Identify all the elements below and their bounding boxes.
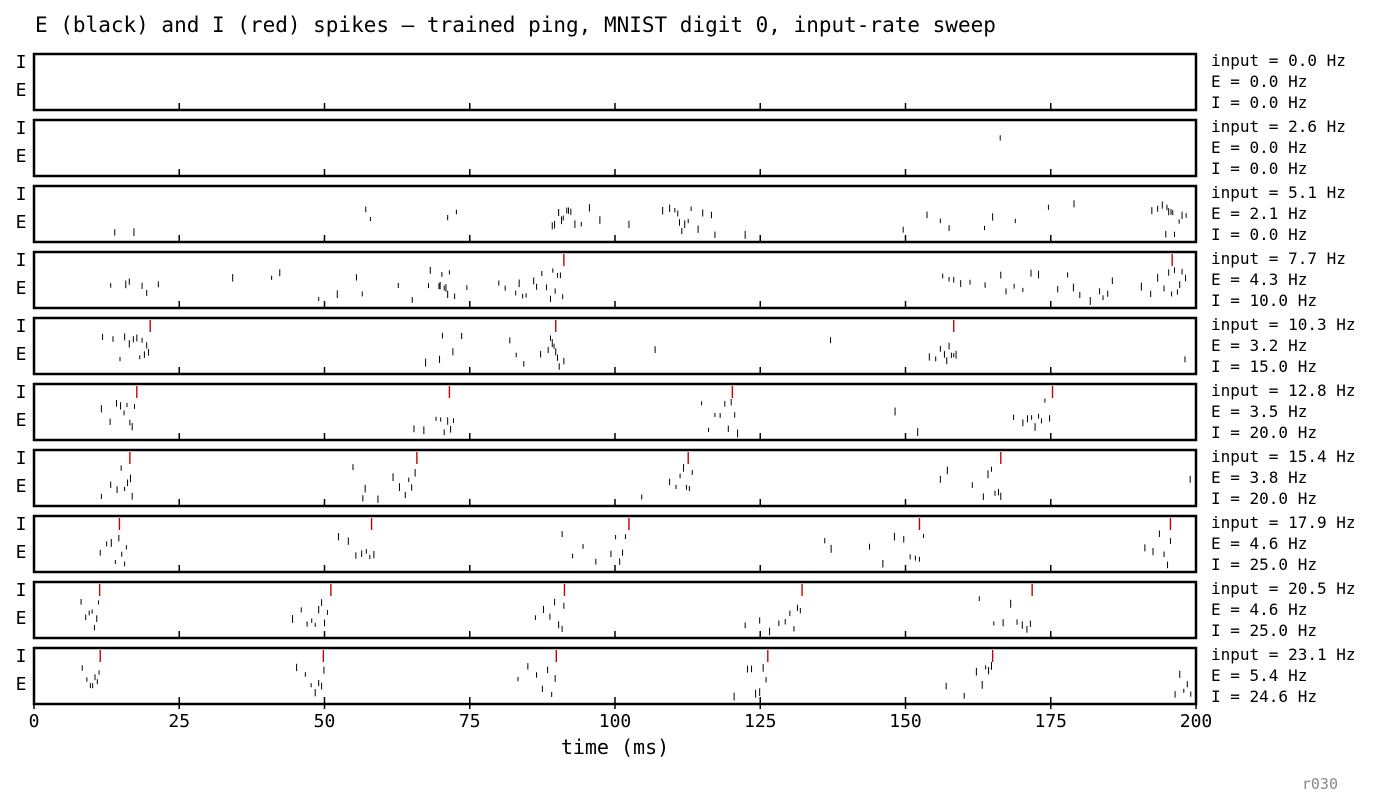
row-label-i: I [16,250,27,271]
panel-frame [32,514,1198,574]
rate-annotation: I = 24.6 Hz [1211,687,1317,706]
row-label-i: I [16,646,27,667]
rate-annotation: input = 5.1 Hz [1211,183,1346,202]
chart-title: E (black) and I (red) spikes — trained p… [35,13,996,37]
panel-frame [32,250,1198,310]
panel-frame [32,382,1198,442]
rate-annotation: E = 0.0 Hz [1211,72,1307,91]
rate-annotation: I = 25.0 Hz [1211,555,1317,574]
rate-annotation: I = 0.0 Hz [1211,93,1307,112]
row-label-i: I [16,382,27,403]
rate-annotation: input = 10.3 Hz [1211,315,1356,334]
rate-annotation: I = 20.0 Hz [1211,489,1317,508]
rate-annotation: E = 4.6 Hz [1211,534,1307,553]
row-label-i: I [16,316,27,337]
row-label-i: I [16,52,27,73]
rate-annotation: I = 25.0 Hz [1211,621,1317,640]
rate-annotation: input = 20.5 Hz [1211,579,1356,598]
x-tick-label: 125 [744,711,777,732]
panel-frame [32,580,1198,640]
panel-frame [32,184,1198,244]
panel-frame [32,646,1198,706]
rate-annotation: input = 23.1 Hz [1211,645,1356,664]
rate-annotation: I = 0.0 Hz [1211,159,1307,178]
panel-frame [32,316,1198,376]
row-label-e: E [16,476,27,497]
run-id-label: r030 [1302,775,1338,793]
x-tick-label: 150 [889,711,922,732]
x-tick-label: 100 [599,711,632,732]
rate-annotation: I = 10.0 Hz [1211,291,1317,310]
rate-annotation: E = 4.6 Hz [1211,600,1307,619]
rate-annotation: input = 12.8 Hz [1211,381,1356,400]
row-label-i: I [16,448,27,469]
rate-annotation: input = 17.9 Hz [1211,513,1356,532]
row-label-i: I [16,514,27,535]
row-label-i: I [16,184,27,205]
rate-annotation: input = 7.7 Hz [1211,249,1346,268]
panel-frame [32,448,1198,508]
rate-annotation: input = 0.0 Hz [1211,51,1346,70]
x-tick-label: 175 [1034,711,1067,732]
x-axis: 0 25 50 75 100 125 150 175 200 [29,704,1213,732]
rate-annotation: input = 15.4 Hz [1211,447,1356,466]
row-label-e: E [16,278,27,299]
row-label-i: I [16,118,27,139]
rate-annotation: E = 3.8 Hz [1211,468,1307,487]
rate-annotation: I = 15.0 Hz [1211,357,1317,376]
row-label-e: E [16,80,27,101]
rate-annotation: E = 2.1 Hz [1211,204,1307,223]
rate-annotation: I = 0.0 Hz [1211,225,1307,244]
rate-annotation: E = 3.5 Hz [1211,402,1307,421]
rate-annotation: I = 20.0 Hz [1211,423,1317,442]
x-axis-label: time (ms) [561,735,669,759]
row-label-e: E [16,674,27,695]
x-tick-label: 75 [459,711,481,732]
rate-annotation: E = 5.4 Hz [1211,666,1307,685]
rate-annotation: input = 2.6 Hz [1211,117,1346,136]
x-tick-label: 0 [29,711,40,732]
row-label-i: I [16,580,27,601]
row-label-e: E [16,542,27,563]
x-tick-label: 50 [314,711,336,732]
row-label-e: E [16,410,27,431]
rate-annotation: E = 0.0 Hz [1211,138,1307,157]
row-label-e: E [16,608,27,629]
panel-frame [32,118,1198,178]
rate-annotation: E = 3.2 Hz [1211,336,1307,355]
x-tick-label: 25 [168,711,190,732]
row-label-e: E [16,344,27,365]
rate-annotation: E = 4.3 Hz [1211,270,1307,289]
panel-frame [32,52,1198,112]
x-tick-label: 200 [1180,711,1213,732]
row-label-e: E [16,146,27,167]
row-label-e: E [16,212,27,233]
